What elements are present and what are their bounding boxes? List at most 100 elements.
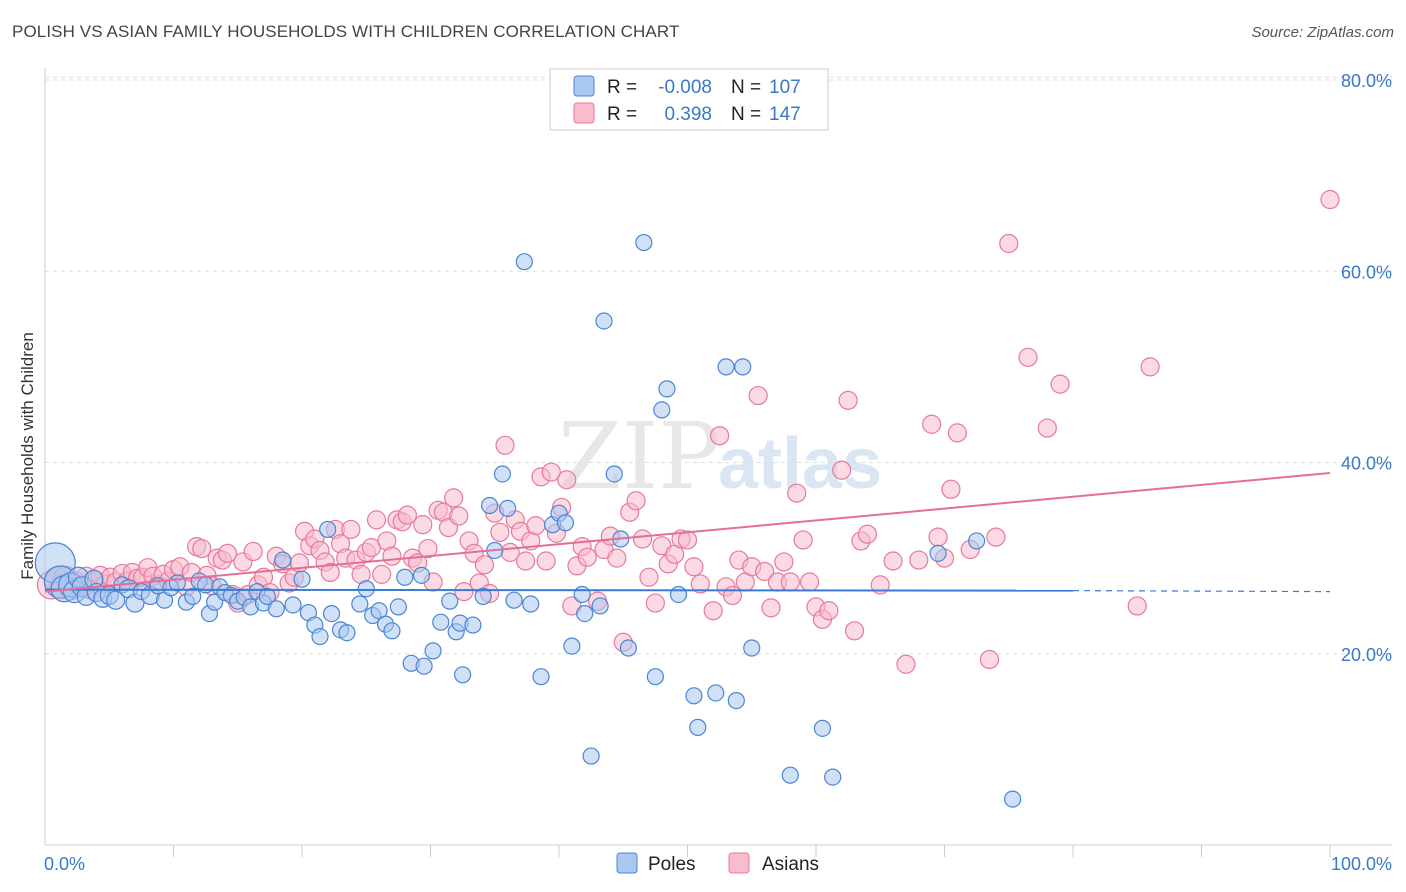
poles-point [646, 668, 664, 686]
asians-point [490, 522, 510, 542]
asians-point [474, 555, 495, 575]
asians-point [495, 435, 515, 455]
poles-point [454, 666, 472, 684]
y-axis-label: Family Households with Children [18, 332, 37, 580]
y-tick-labels: 20.0% 40.0% 60.0% 80.0% [1341, 71, 1392, 665]
asians-point [793, 530, 813, 550]
stats-legend: R = -0.008 N = 107 R = 0.398 N = 147 [549, 68, 829, 131]
poles-point [505, 591, 523, 609]
asians-point [896, 654, 916, 674]
poles-point [591, 597, 609, 615]
poles-trend-extension [1072, 590, 1331, 593]
asians-point [947, 423, 967, 443]
poles-point [727, 692, 745, 710]
poles-point [184, 587, 202, 605]
poles-point [689, 718, 707, 736]
legend-asians-swatch [728, 852, 750, 874]
poles-point [734, 358, 752, 376]
asians-point [454, 581, 474, 602]
asians-point [639, 567, 659, 587]
asians-point [787, 483, 807, 503]
poles-point [824, 768, 842, 786]
asians-n-value: 147 [769, 104, 801, 125]
poles-point [274, 551, 292, 569]
asians-point [372, 564, 392, 584]
poles-trend-line [44, 588, 1074, 592]
poles-point [319, 520, 337, 539]
asians-point [413, 515, 433, 535]
asians-point [243, 541, 263, 562]
poles-point [532, 668, 550, 686]
asians-point [1050, 374, 1070, 394]
asians-point [710, 426, 730, 446]
asians-point [449, 506, 469, 526]
asians-point [536, 551, 556, 571]
poles-point [284, 596, 302, 614]
trend-lines [44, 472, 1331, 593]
asians-point [690, 574, 710, 594]
asians-trend-line [44, 472, 1331, 593]
asians-point [928, 527, 948, 547]
poles-r-value: -0.008 [658, 77, 712, 98]
poles-point [1004, 790, 1022, 808]
poles-point [635, 233, 653, 252]
poles-point [573, 585, 591, 604]
poles-point [743, 639, 761, 657]
poles-point [322, 604, 341, 623]
asians-point [870, 575, 890, 595]
asians-point [677, 530, 698, 550]
legend-poles-swatch [616, 852, 638, 874]
asians-point [761, 598, 781, 618]
series-legend: Poles Asians [616, 852, 819, 875]
asians-point [1140, 357, 1160, 377]
asians-point [832, 460, 852, 480]
poles-point [619, 639, 637, 657]
poles-point [781, 766, 799, 784]
x-tick-label-min: 0.0% [44, 854, 85, 874]
asians-point [684, 557, 704, 577]
chart-source: Source: ZipAtlas.com [1251, 24, 1394, 41]
poles-r-label: R = [607, 77, 637, 98]
asians-point [909, 550, 929, 570]
poles-point [464, 616, 482, 634]
y-tick-label: 80.0% [1341, 71, 1392, 91]
asians-point [819, 601, 839, 621]
poles-point [493, 465, 512, 483]
poles-point [106, 590, 126, 610]
asians-point [986, 527, 1006, 547]
poles-point [396, 568, 414, 586]
asians-point [626, 491, 646, 511]
poles-point [415, 657, 433, 675]
asians-point [922, 414, 942, 434]
asians-point [418, 538, 438, 559]
asians-point [999, 233, 1019, 254]
asians-point [979, 649, 1000, 670]
poles-point [474, 587, 492, 605]
asians-point [754, 561, 775, 582]
poles-point [707, 684, 725, 702]
poles-n-label: N = [731, 77, 761, 98]
poles-point [412, 566, 431, 584]
poles-point [338, 624, 356, 642]
poles-point [293, 570, 311, 588]
poles-point [658, 380, 676, 398]
poles-point [968, 532, 986, 550]
legend-asians-label: Asians [762, 854, 819, 875]
asians-point [838, 390, 858, 410]
poles-point [929, 544, 947, 562]
chart-title: POLISH VS ASIAN FAMILY HOUSEHOLDS WITH C… [12, 22, 680, 41]
asians-point [1320, 189, 1340, 210]
asians-point [382, 546, 402, 566]
poles-point [389, 598, 407, 616]
poles-point [515, 253, 533, 271]
asians-point [883, 551, 903, 571]
poles-point [441, 592, 459, 610]
asians-point [780, 572, 800, 592]
legend-poles-label: Poles [648, 854, 696, 875]
poles-point [653, 401, 671, 419]
poles-point [563, 637, 581, 655]
asians-point [397, 505, 417, 525]
asians-point [799, 572, 820, 592]
poles-point [556, 514, 575, 532]
